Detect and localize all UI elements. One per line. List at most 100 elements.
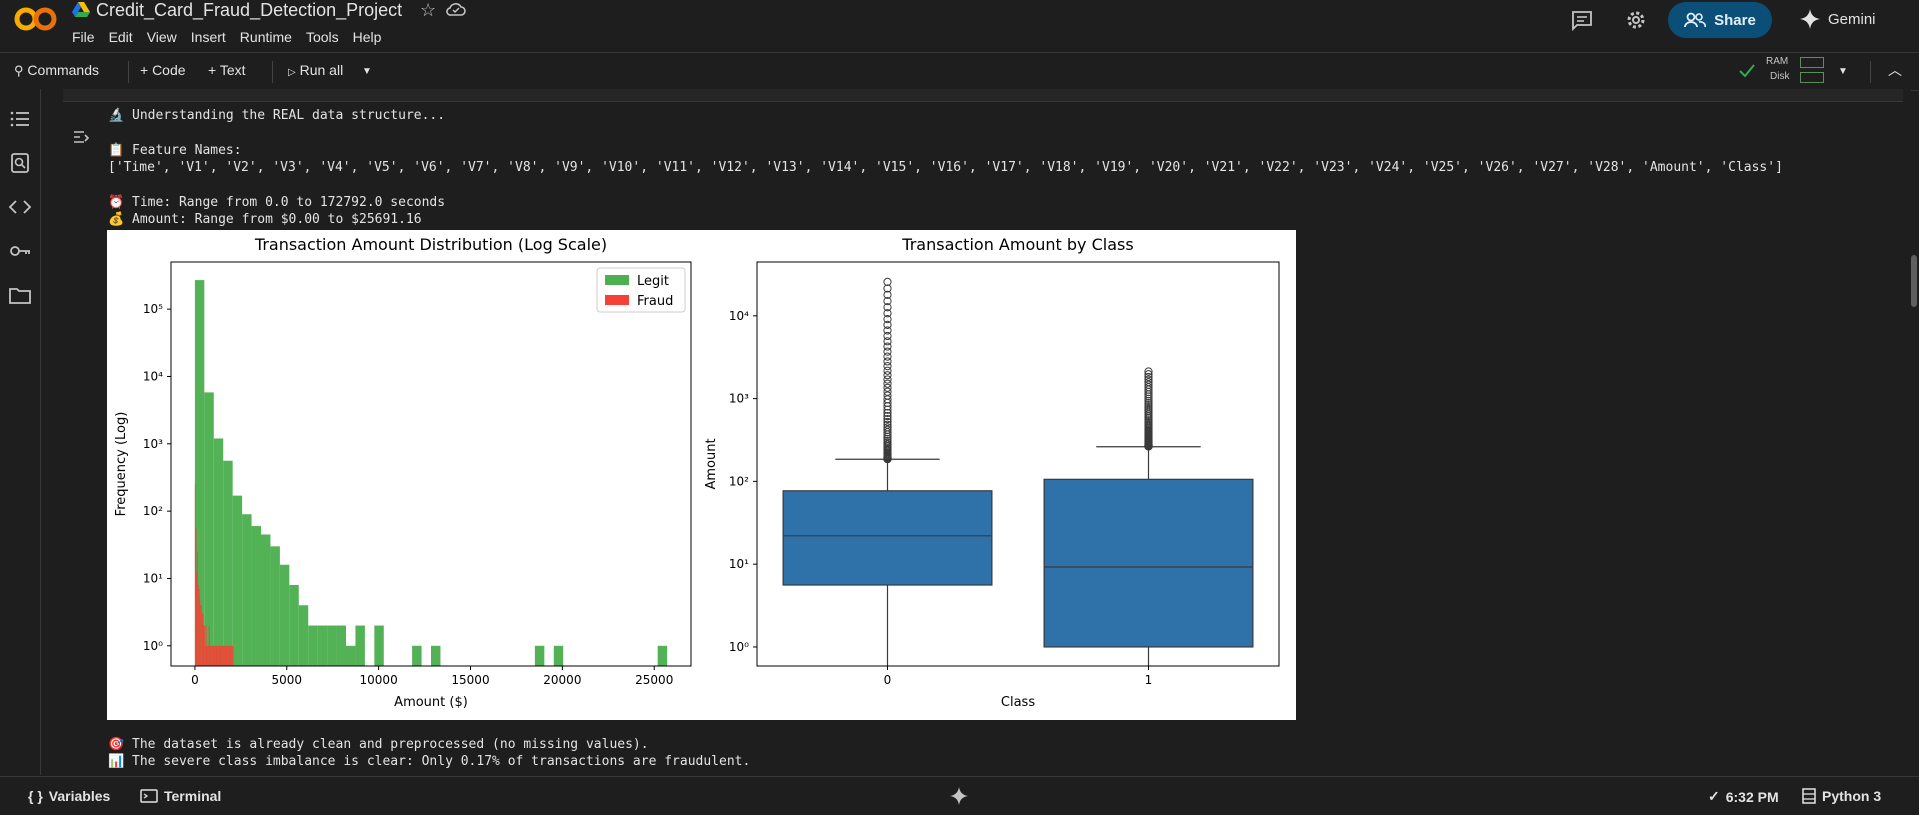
- braces-icon: { }: [28, 788, 43, 804]
- outlier-point-class-0: [883, 347, 892, 356]
- outlier-point-class-0: [883, 290, 892, 299]
- outlier-point-class-0: [883, 366, 892, 375]
- histogram-y-tick-label: 10³: [143, 437, 163, 451]
- add-code-button[interactable]: + Code: [140, 62, 186, 78]
- histogram-bar-legit: [194, 280, 205, 666]
- collapse-chevron-icon[interactable]: ︿: [1888, 62, 1902, 78]
- gear-icon[interactable]: [1624, 8, 1648, 32]
- box-y-tick-label: 10³: [729, 392, 749, 406]
- notebook-title[interactable]: Credit_Card_Fraud_Detection_Project: [96, 0, 403, 20]
- share-button[interactable]: Share: [1668, 2, 1772, 38]
- histogram-bar-fraud: [228, 645, 230, 666]
- box-y-tick-label: 10⁰: [729, 640, 749, 654]
- menu-runtime[interactable]: Runtime: [239, 29, 292, 45]
- menu-bar: File Edit View Insert Runtime Tools Help: [72, 29, 395, 45]
- drive-icon[interactable]: [72, 2, 90, 18]
- legend-swatch-fraud: [605, 295, 629, 305]
- histogram-y-tick-label: 10¹: [143, 571, 163, 585]
- box-body-class-1: [1043, 478, 1254, 648]
- histogram-bar-fraud: [201, 613, 203, 666]
- menu-view[interactable]: View: [146, 29, 177, 45]
- code-snippets-icon[interactable]: [8, 195, 32, 219]
- histogram-bar-fraud: [207, 645, 209, 666]
- disk-label: Disk: [1770, 71, 1790, 82]
- ram-meter[interactable]: [1800, 57, 1824, 68]
- resources-dropdown-icon[interactable]: ▼: [1838, 66, 1848, 77]
- commands-button[interactable]: ⚲ Commands: [14, 62, 99, 79]
- find-icon[interactable]: [8, 151, 32, 175]
- box-axes-frame: [756, 261, 1280, 667]
- disk-meter[interactable]: [1800, 72, 1824, 83]
- menu-help[interactable]: Help: [352, 29, 382, 45]
- secrets-key-icon[interactable]: [8, 239, 32, 263]
- histogram-y-tick-label: 10⁰: [143, 639, 163, 653]
- folder-icon[interactable]: [8, 283, 32, 307]
- histogram-bar-legit: [657, 645, 668, 666]
- histogram-bar-fraud: [210, 645, 212, 666]
- status-bar: { } Variables Terminal ✓ 6:32 PM Python …: [0, 776, 1919, 815]
- histogram-bar-fraud: [221, 645, 222, 666]
- histogram-bar-legit: [374, 625, 384, 666]
- run-all-label: Run all: [299, 62, 344, 78]
- outlier-point-class-0: [883, 425, 892, 434]
- variables-button[interactable]: { } Variables: [28, 788, 110, 804]
- histogram-bar-legit: [270, 546, 280, 666]
- histogram-bar-legit: [289, 584, 299, 666]
- outlier-point-class-0: [883, 414, 892, 424]
- box-title: Transaction Amount by Class: [901, 235, 1133, 254]
- output-line-feature-names: 📋 Feature Names:: [108, 143, 242, 158]
- histogram-bar-fraud: [214, 645, 216, 666]
- gemini-label: Gemini: [1828, 10, 1876, 28]
- outlier-point-class-1: [1144, 378, 1153, 387]
- histogram-y-label: Frequency (Log): [114, 412, 129, 517]
- output-line-amount-range: 💰 Amount: Range from $0.00 to $25691.16: [108, 212, 422, 227]
- cloud-saved-icon[interactable]: [446, 1, 466, 17]
- play-icon: ▷: [288, 67, 296, 78]
- menu-insert[interactable]: Insert: [190, 29, 226, 45]
- histogram-bar-fraud: [211, 645, 212, 666]
- terminal-button[interactable]: Terminal: [140, 788, 221, 804]
- outlier-point-class-0: [883, 375, 892, 384]
- check-icon: [1739, 64, 1755, 78]
- histogram-bar-fraud: [228, 645, 229, 666]
- menu-file[interactable]: File: [72, 29, 95, 45]
- kernel-status[interactable]: Python 3: [1802, 788, 1881, 804]
- cell-editor-bottom: [63, 89, 1903, 102]
- histogram-bar-fraud: [231, 645, 232, 666]
- gemini-button[interactable]: Gemini: [1800, 9, 1876, 29]
- output-actions-icon[interactable]: [71, 127, 91, 147]
- table-of-contents-icon[interactable]: [8, 107, 32, 131]
- outlier-point-class-1: [1144, 402, 1153, 412]
- add-text-button[interactable]: + Text: [208, 62, 246, 78]
- histogram-bar-fraud: [201, 605, 202, 666]
- outlier-point-class-1: [1144, 401, 1153, 410]
- run-all-button[interactable]: ▷ Run all: [288, 62, 343, 78]
- histogram-x-tick-label: 10000: [360, 673, 398, 687]
- output-line-clean: 🎯 The dataset is already clean and prepr…: [108, 737, 649, 752]
- execution-status[interactable]: ✓ 6:32 PM: [1708, 788, 1779, 805]
- left-sidebar: [0, 89, 41, 775]
- colab-logo[interactable]: [14, 6, 58, 32]
- histogram-bar-fraud: [222, 645, 224, 666]
- histogram-bar-legit: [431, 645, 441, 666]
- histogram-bar-fraud: [204, 625, 205, 666]
- histogram-y-tick-label: 10⁵: [143, 302, 163, 316]
- comment-icon[interactable]: [1570, 8, 1594, 32]
- histogram-bar-fraud: [218, 645, 219, 666]
- outlier-point-class-0: [883, 352, 892, 361]
- gemini-sparkle-icon[interactable]: [950, 787, 968, 805]
- run-all-dropdown-icon[interactable]: ▼: [362, 66, 372, 77]
- scrollbar-thumb[interactable]: [1911, 255, 1917, 307]
- outlier-point-class-0: [883, 320, 892, 329]
- histogram-bar-fraud: [197, 551, 198, 666]
- outlier-point-class-0: [883, 423, 892, 432]
- star-icon[interactable]: ☆: [420, 0, 437, 20]
- histogram-bar-fraud: [197, 584, 199, 666]
- divider: [1870, 61, 1871, 83]
- menu-edit[interactable]: Edit: [108, 29, 133, 45]
- outlier-point-class-0: [883, 297, 892, 306]
- histogram-bar-fraud: [195, 528, 197, 666]
- menu-tools[interactable]: Tools: [305, 29, 339, 45]
- histogram-x-tick-label: 5000: [271, 673, 302, 687]
- histogram-bar-fraud: [202, 613, 204, 666]
